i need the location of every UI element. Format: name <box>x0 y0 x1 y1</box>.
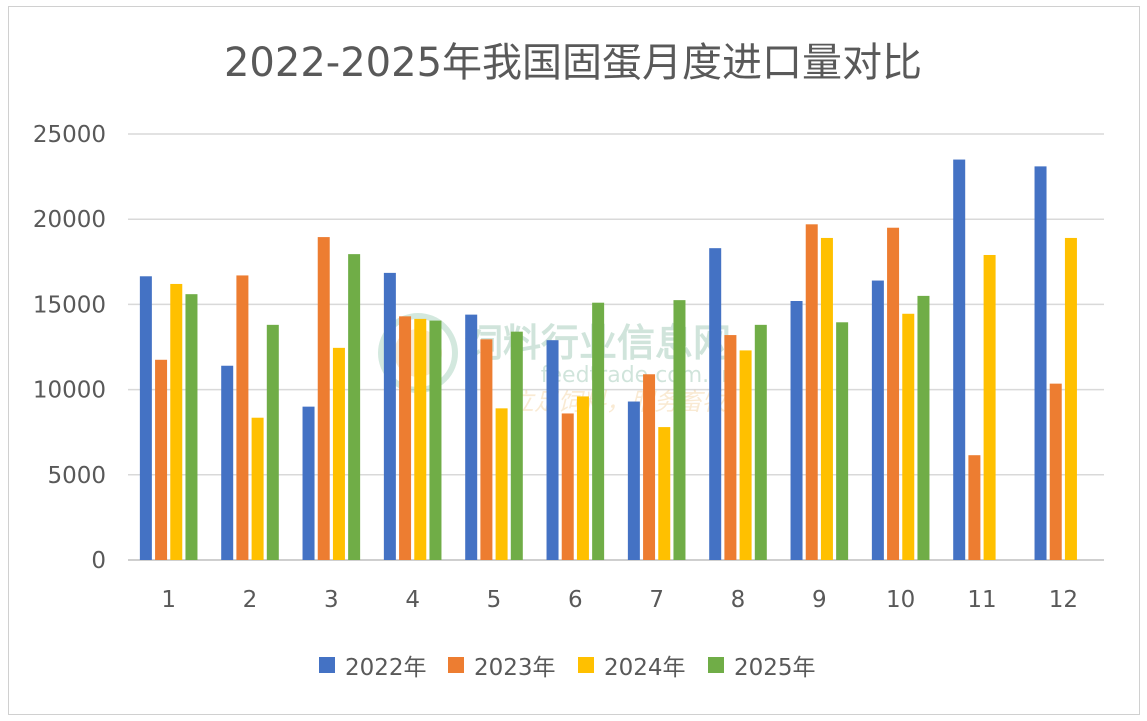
y-tick-label: 20000 <box>33 207 106 233</box>
bar-2024年-2 <box>251 417 264 560</box>
bar-2022年-2 <box>221 365 234 560</box>
x-tick-label: 4 <box>405 587 420 613</box>
bar-2025年-3 <box>348 254 361 560</box>
bar-2024年-10 <box>902 313 915 560</box>
y-tick-label: 5000 <box>47 463 106 489</box>
bar-2025年-1 <box>185 294 198 560</box>
bar-2022年-12 <box>1034 166 1047 560</box>
bar-2022年-9 <box>790 300 803 560</box>
watermark-slogan: 立足饲料，服务畜牧 <box>510 388 729 416</box>
bar-2024年-3 <box>332 347 345 560</box>
bar-2024年-1 <box>170 283 183 560</box>
gridlines <box>128 133 1104 561</box>
bar-2022年-4 <box>383 272 396 560</box>
bar-2025年-9 <box>836 322 849 560</box>
legend-label: 2023年 <box>474 655 556 681</box>
x-tick-label: 3 <box>324 587 339 613</box>
x-axis: 1 2 3 4 5 6 7 8 9 10 11 12 <box>161 587 1078 613</box>
bar-2025年-6 <box>592 302 605 560</box>
legend-label: 2024年 <box>604 655 686 681</box>
legend-label: 2025年 <box>734 655 816 681</box>
y-tick-label: 25000 <box>33 122 106 148</box>
legend: 2022年 2023年 2024年 2025年 <box>319 655 816 681</box>
x-tick-label: 5 <box>487 587 502 613</box>
bar-2024年-11 <box>983 254 996 560</box>
x-tick-label: 9 <box>812 587 827 613</box>
watermark-url: feedtrade.com.cn <box>541 363 735 388</box>
y-tick-label: 15000 <box>33 292 106 318</box>
bar-2025年-4 <box>429 320 442 560</box>
bar-2024年-12 <box>1064 237 1077 560</box>
x-tick-label: 7 <box>649 587 664 613</box>
bars <box>139 159 1077 561</box>
legend-swatch <box>448 657 464 673</box>
bar-2022年-8 <box>709 248 722 560</box>
bar-2023年-7 <box>643 374 656 560</box>
x-tick-label: 8 <box>731 587 746 613</box>
chart-border <box>8 6 1140 715</box>
bar-2023年-12 <box>1049 383 1062 560</box>
bar-2023年-6 <box>561 413 574 560</box>
bar-2022年-1 <box>139 276 152 560</box>
bar-2024年-4 <box>414 318 427 560</box>
bar-2024年-9 <box>820 237 833 560</box>
bar-2025年-2 <box>266 324 279 560</box>
x-tick-label: 11 <box>967 587 996 613</box>
bar-2022年-7 <box>627 401 640 560</box>
bar-2024年-5 <box>495 408 508 560</box>
bar-2023年-8 <box>724 335 737 560</box>
bar-2025年-8 <box>754 324 767 560</box>
bar-2025年-10 <box>917 295 930 560</box>
x-tick-label: 10 <box>886 587 915 613</box>
y-axis: 0 5000 10000 15000 20000 25000 <box>33 122 106 574</box>
x-tick-label: 2 <box>243 587 258 613</box>
y-tick-label: 0 <box>91 548 106 574</box>
legend-label: 2022年 <box>345 655 427 681</box>
bar-2022年-11 <box>953 159 966 560</box>
bar-2023年-2 <box>236 275 249 560</box>
bar-2023年-3 <box>317 237 330 561</box>
bar-2023年-4 <box>399 316 412 560</box>
bar-2024年-6 <box>576 396 589 560</box>
bar-2025年-7 <box>673 300 686 560</box>
bar-2022年-3 <box>302 406 315 560</box>
x-tick-label: 12 <box>1049 587 1078 613</box>
bar-2023年-11 <box>968 455 981 560</box>
legend-swatch <box>708 657 724 673</box>
legend-swatch <box>319 657 335 673</box>
bar-2022年-5 <box>465 314 478 560</box>
chart-title: 2022-2025年我国固蛋月度进口量对比 <box>224 40 922 86</box>
bar-2022年-6 <box>546 340 559 560</box>
bar-2023年-9 <box>805 224 818 560</box>
bar-2023年-10 <box>887 227 900 560</box>
y-tick-label: 10000 <box>33 378 106 404</box>
x-tick-label: 6 <box>568 587 583 613</box>
bar-2025年-5 <box>510 331 523 560</box>
bar-2024年-7 <box>658 427 671 560</box>
bar-2024年-8 <box>739 350 752 560</box>
legend-swatch <box>578 657 594 673</box>
bar-2023年-1 <box>155 359 168 560</box>
bar-2022年-10 <box>871 280 884 560</box>
x-tick-label: 1 <box>161 587 176 613</box>
bar-2023年-5 <box>480 339 493 560</box>
